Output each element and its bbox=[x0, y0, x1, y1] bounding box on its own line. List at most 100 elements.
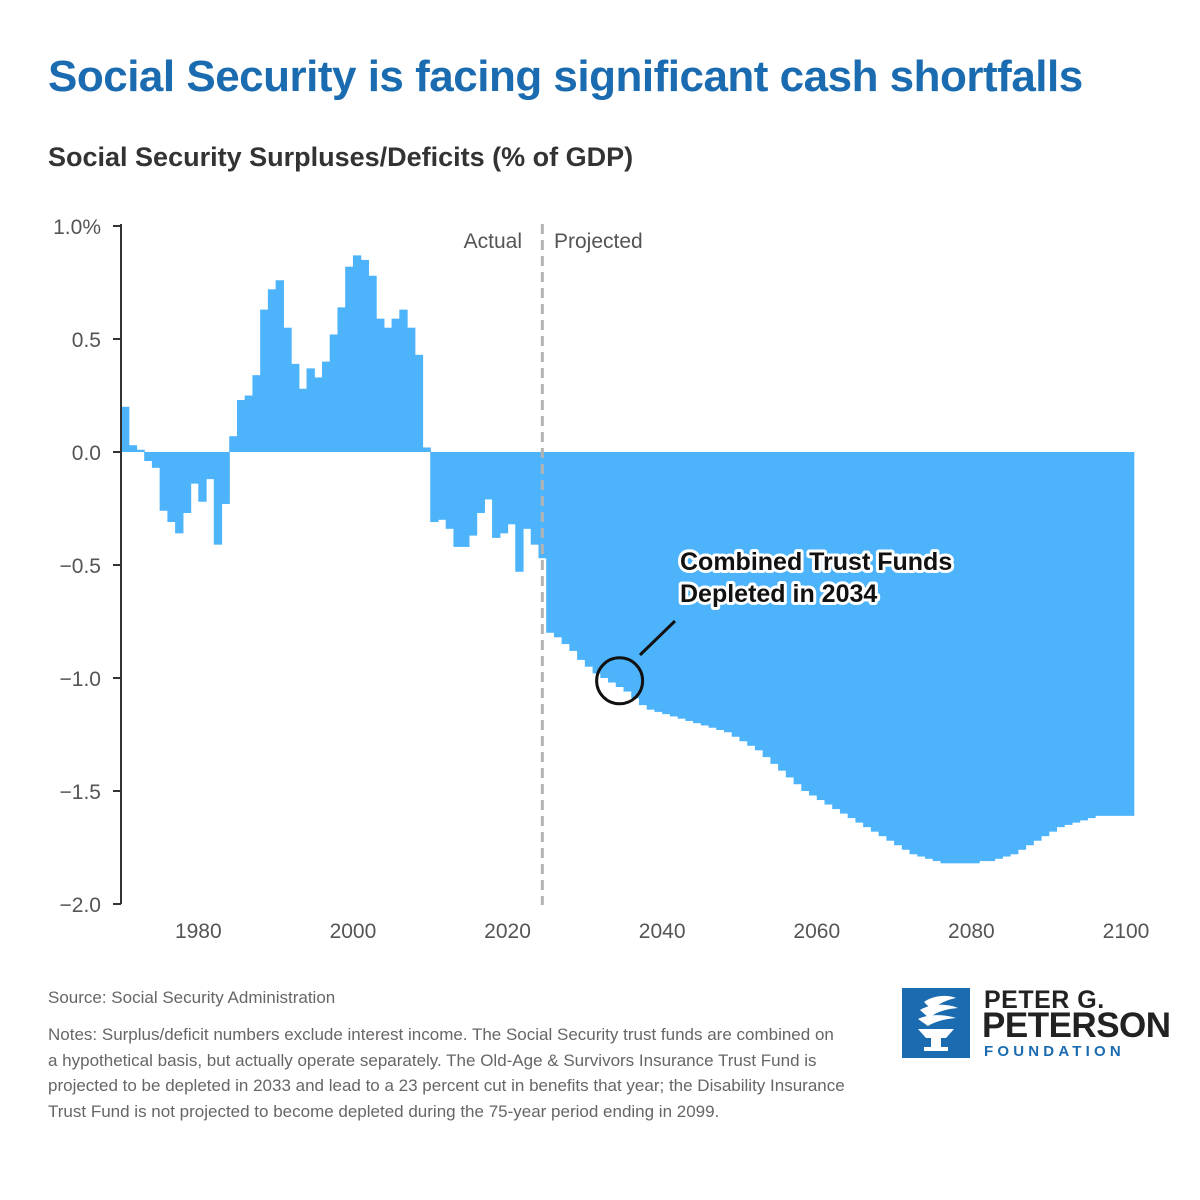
bar-2058 bbox=[801, 452, 810, 791]
bar-1993 bbox=[298, 388, 308, 452]
annotation-line1: Combined Trust Funds bbox=[680, 548, 952, 576]
bar-2021 bbox=[515, 452, 524, 572]
bar-2078 bbox=[955, 452, 965, 864]
bar-2092 bbox=[1064, 452, 1073, 825]
bar-2042 bbox=[677, 452, 686, 719]
x-tick-label: 2100 bbox=[1103, 920, 1150, 943]
bar-2067 bbox=[870, 452, 880, 832]
logo-text-line3: FOUNDATION bbox=[984, 1043, 1125, 1060]
bar-2082 bbox=[986, 452, 996, 862]
bar-2026 bbox=[553, 452, 563, 638]
y-tick-label: 0.5 bbox=[72, 329, 101, 352]
x-axis-ticks: 1980 2000 2020 2040 2060 2080 2100 bbox=[175, 920, 1149, 943]
y-tick-label: −1.5 bbox=[60, 781, 101, 804]
bar-2072 bbox=[909, 452, 918, 855]
y-axis-ticks: 1.0% 0.5 0.0 −0.5 −1.0 −1.5 −2.0 bbox=[53, 216, 121, 917]
y-tick-label: 0.0 bbox=[72, 442, 101, 465]
bar-2022 bbox=[523, 452, 532, 529]
bar-2037 bbox=[638, 452, 648, 706]
bar-2047 bbox=[716, 452, 725, 730]
bar-2089 bbox=[1040, 452, 1050, 837]
bar-2015 bbox=[468, 452, 478, 536]
bar-1991 bbox=[283, 327, 292, 452]
bar-1989 bbox=[267, 289, 277, 452]
bar-1982 bbox=[213, 452, 223, 545]
bar-2045 bbox=[700, 452, 710, 726]
bar-2099 bbox=[1118, 452, 1127, 816]
bar-2006 bbox=[399, 309, 408, 452]
bar-1996 bbox=[322, 361, 331, 452]
bar-2096 bbox=[1095, 452, 1104, 816]
bar-2028 bbox=[569, 452, 578, 651]
chart-subtitle: Social Security Surpluses/Deficits (% of… bbox=[48, 142, 634, 172]
bar-2010 bbox=[430, 452, 439, 523]
bar-2048 bbox=[724, 452, 733, 733]
bar-2029 bbox=[577, 452, 586, 660]
bar-2019 bbox=[499, 452, 509, 534]
bar-2046 bbox=[708, 452, 717, 728]
y-tick-label: −1.0 bbox=[60, 668, 101, 691]
bar-2040 bbox=[662, 452, 671, 715]
bar-2008 bbox=[414, 354, 424, 452]
bar-2094 bbox=[1079, 452, 1088, 821]
bar-2049 bbox=[731, 452, 741, 737]
bar-2043 bbox=[685, 452, 694, 721]
bar-2000 bbox=[352, 255, 362, 452]
x-tick-label: 2060 bbox=[793, 920, 840, 943]
bar-2009 bbox=[422, 447, 431, 452]
bar-1985 bbox=[236, 400, 246, 452]
bar-2100 bbox=[1126, 452, 1135, 816]
bar-2063 bbox=[839, 452, 849, 814]
bar-2065 bbox=[855, 452, 864, 823]
bar-1977 bbox=[175, 452, 184, 534]
bar-1983 bbox=[221, 452, 230, 504]
bar-2068 bbox=[878, 452, 887, 837]
chart-title: Social Security is facing significant ca… bbox=[48, 52, 1083, 101]
bar-1992 bbox=[291, 363, 300, 452]
bar-2061 bbox=[824, 452, 833, 805]
bar-2085 bbox=[1010, 452, 1019, 855]
bar-2083 bbox=[994, 452, 1003, 859]
bar-1972 bbox=[136, 449, 145, 452]
bar-1997 bbox=[329, 334, 339, 452]
bar-1994 bbox=[306, 368, 315, 452]
bar-2057 bbox=[793, 452, 802, 785]
y-tick-label: −2.0 bbox=[60, 894, 101, 917]
torch-icon bbox=[902, 988, 970, 1058]
depletion-marker-circle bbox=[595, 656, 645, 706]
source-note: Source: Social Security Administration bbox=[48, 988, 336, 1007]
actual-label: Actual bbox=[464, 230, 522, 253]
annotation-leader-line bbox=[638, 619, 677, 657]
bar-2031 bbox=[592, 452, 601, 674]
bar-2076 bbox=[940, 452, 949, 864]
bar-1973 bbox=[144, 452, 153, 462]
bar-1971 bbox=[128, 445, 138, 452]
bar-2017 bbox=[484, 452, 493, 500]
bar-1986 bbox=[244, 395, 254, 452]
bar-2041 bbox=[669, 452, 679, 717]
y-tick-label: −0.5 bbox=[60, 555, 101, 578]
depletion-annotation: Combined Trust Funds Depleted in 2034 bbox=[595, 545, 955, 706]
bar-2054 bbox=[770, 452, 779, 764]
bar-2039 bbox=[654, 452, 663, 712]
bar-2012 bbox=[445, 452, 455, 529]
bar-2011 bbox=[437, 452, 447, 520]
bar-2013 bbox=[453, 452, 462, 547]
logo-text-line1: PETER G. bbox=[984, 986, 1105, 1014]
bar-2034 bbox=[615, 452, 625, 688]
x-tick-label: 2020 bbox=[484, 920, 531, 943]
bar-2077 bbox=[948, 452, 957, 864]
bar-2025 bbox=[546, 452, 555, 633]
projected-label: Projected bbox=[554, 230, 643, 253]
bar-2059 bbox=[809, 452, 818, 796]
bar-2069 bbox=[886, 452, 895, 841]
x-tick-label: 2080 bbox=[948, 920, 995, 943]
notes-text: Notes: Surplus/deficit numbers exclude i… bbox=[48, 1025, 845, 1121]
bar-2044 bbox=[693, 452, 702, 724]
bar-2086 bbox=[1017, 452, 1027, 850]
bar-2038 bbox=[646, 452, 656, 710]
bar-1981 bbox=[206, 452, 215, 480]
bar-2095 bbox=[1087, 452, 1096, 819]
bar-2087 bbox=[1025, 452, 1034, 846]
bar-2080 bbox=[971, 452, 980, 864]
